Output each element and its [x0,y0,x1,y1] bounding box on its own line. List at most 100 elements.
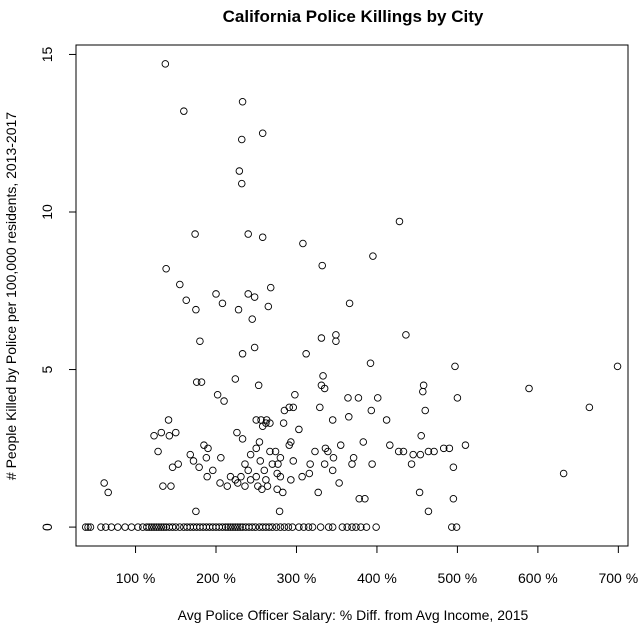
y-axis: 0 5 10 15 [39,46,77,531]
data-point [127,523,136,531]
data-point [291,391,299,399]
data-point [366,359,375,367]
data-point [279,488,287,497]
data-point [262,419,270,427]
data-point [407,460,416,468]
data-point [172,428,180,437]
data-point [252,416,260,424]
data-point [264,302,273,311]
data-point [143,523,151,531]
data-point [262,476,270,484]
data-point [231,375,240,383]
data-point [280,523,289,531]
data-point [328,466,337,475]
data-point [182,296,190,304]
data-point [399,447,408,456]
data-point [216,479,224,487]
data-point [336,441,345,449]
data-point [304,523,313,531]
data-point [352,523,360,531]
data-point [314,488,322,497]
data-point [421,406,429,415]
data-point [439,444,448,453]
data-point [266,419,274,427]
data-point [260,466,269,475]
data-point [348,523,356,531]
data-point [343,523,351,531]
data-point [276,523,285,531]
y-tick-label: 10 [39,204,55,220]
data-point [244,290,252,298]
data-point [258,233,267,241]
data-point [295,425,303,434]
x-tick-label: 600 % [518,570,558,586]
data-point [233,523,242,531]
data-point [150,523,158,531]
data-point [284,523,293,531]
data-point [104,488,112,497]
data-point [285,441,293,449]
data-point [559,469,568,478]
data-point [275,507,284,516]
data-point [191,230,199,238]
data-point [368,460,376,468]
data-point [167,482,175,490]
data-point [209,466,217,475]
data-point [394,447,403,456]
data-point [155,523,163,531]
data-point [298,472,306,481]
x-tick-label: 400 % [357,570,397,586]
data-point [328,523,337,531]
data-point [229,523,237,531]
data-point [359,438,368,446]
data-point [318,261,326,270]
data-point [317,334,326,342]
data-point [192,378,201,386]
data-point [226,523,235,531]
data-point [276,472,285,481]
data-point [102,523,110,531]
data-point [362,523,371,531]
data-point [419,387,427,396]
data-point [306,460,314,468]
data-point [256,457,265,465]
data-point [372,523,380,531]
data-point [416,450,425,459]
data-point [235,167,244,175]
data-point [329,454,338,462]
data-point [258,485,266,494]
data-point [316,523,325,531]
data-point [174,460,182,468]
chart-title: California Police Killings by City [223,7,484,26]
data-point [220,397,228,405]
y-tick-label: 0 [39,523,55,531]
data-point [192,507,200,516]
data-point [161,60,170,68]
x-tick-label: 300 % [277,570,317,586]
data-point [452,523,461,531]
data-point [252,472,260,481]
data-point [348,460,356,468]
data-point [237,472,245,481]
data-point [203,472,211,481]
data-point [266,283,275,292]
data-point [453,394,462,402]
data-point [585,403,594,412]
data-point [373,394,382,402]
data-point [196,337,204,345]
data-points [81,60,622,531]
data-point [324,523,333,531]
data-point [419,381,428,390]
data-point [168,463,177,471]
data-point [224,523,232,531]
data-point [448,523,456,531]
data-point [265,523,273,531]
data-point [238,350,247,358]
data-point [324,447,332,456]
data-point [226,472,235,481]
data-point [97,523,105,531]
data-point [328,416,337,424]
data-point [252,444,260,453]
data-point [345,413,353,421]
